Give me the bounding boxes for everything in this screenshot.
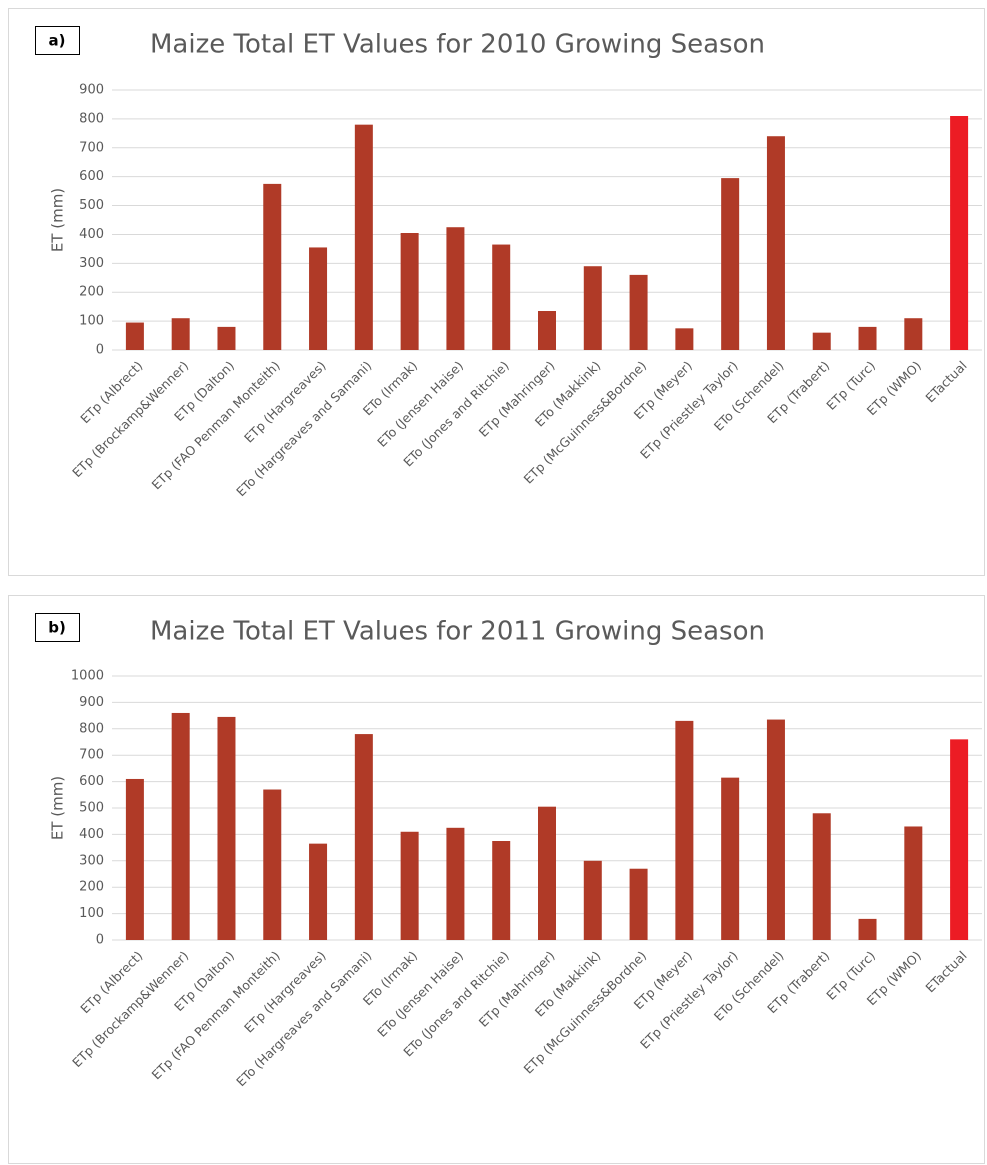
- y-tick-label: 300: [79, 256, 104, 271]
- bar: [675, 720, 694, 940]
- bar: [446, 827, 465, 940]
- bar: [309, 843, 328, 940]
- bar: [538, 311, 556, 350]
- bar: [721, 178, 740, 350]
- panel-label-box: [35, 613, 80, 642]
- bar: [125, 778, 144, 940]
- y-tick-label: 500: [79, 801, 104, 816]
- y-tick-label: 500: [79, 198, 104, 213]
- y-tick-label: 700: [79, 140, 104, 155]
- y-tick-label: 600: [79, 169, 104, 184]
- bar: [950, 116, 969, 350]
- y-tick-label: 800: [79, 111, 104, 126]
- bar: [766, 136, 785, 350]
- y-tick-label: 300: [79, 853, 104, 868]
- y-tick-label: 0: [96, 343, 104, 358]
- y-tick-label: 100: [79, 314, 104, 329]
- chart-frame: [8, 595, 985, 1164]
- bar: [217, 326, 236, 350]
- bar: [354, 124, 373, 351]
- bar: [904, 318, 923, 350]
- bar: [812, 332, 831, 350]
- y-axis-label: ET (mm): [49, 776, 67, 840]
- bar: [583, 860, 602, 940]
- x-tick-label: ETp (Hargreaves): [241, 358, 329, 446]
- bar: [446, 227, 465, 350]
- bar: [538, 806, 556, 940]
- y-tick-label: 200: [79, 880, 104, 895]
- y-tick-label: 0: [96, 933, 104, 948]
- bar: [263, 183, 282, 350]
- bar: [354, 734, 373, 940]
- chart-title: Maize Total ET Values for 2011 Growing S…: [150, 617, 765, 647]
- bar: [721, 777, 740, 940]
- chart-frame: [8, 8, 985, 576]
- bar: [171, 318, 190, 350]
- bar: [858, 918, 877, 940]
- bar: [583, 266, 602, 350]
- bar: [171, 712, 190, 940]
- bar: [125, 322, 144, 350]
- x-tick-label: ETo (Jensen Haise): [374, 948, 466, 1040]
- x-tick-label: ETp (Hargreaves): [241, 948, 329, 1036]
- y-tick-label: 400: [79, 227, 104, 242]
- bar: [400, 233, 419, 350]
- panel-label-box: [35, 26, 80, 55]
- bar: [492, 244, 511, 350]
- y-tick-label: 600: [79, 774, 104, 789]
- bar: [950, 739, 969, 940]
- y-tick-label: 1000: [71, 669, 104, 684]
- y-tick-label: 900: [79, 695, 104, 710]
- bar: [400, 831, 419, 940]
- y-tick-label: 200: [79, 285, 104, 300]
- bar: [812, 813, 831, 940]
- y-tick-label: 900: [79, 83, 104, 98]
- bar: [766, 719, 785, 940]
- y-axis-label: ET (mm): [49, 188, 67, 252]
- y-tick-label: 400: [79, 827, 104, 842]
- x-tick-label: ETo (Jensen Haise): [374, 358, 466, 450]
- bar: [309, 247, 328, 350]
- y-tick-label: 700: [79, 748, 104, 763]
- y-tick-label: 800: [79, 721, 104, 736]
- panel-label: a): [49, 32, 66, 50]
- y-tick-label: 100: [79, 906, 104, 921]
- x-tick-label: ETactual: [922, 358, 969, 405]
- bar: [217, 716, 236, 940]
- bar: [675, 328, 694, 350]
- bar: [263, 789, 282, 940]
- bar: [492, 841, 511, 940]
- bar: [904, 826, 923, 940]
- x-tick-label: ETactual: [922, 948, 969, 995]
- chart-title: Maize Total ET Values for 2010 Growing S…: [150, 30, 765, 60]
- bar: [858, 326, 877, 350]
- bar: [629, 274, 648, 350]
- panel-label: b): [48, 619, 66, 637]
- bar: [629, 868, 648, 940]
